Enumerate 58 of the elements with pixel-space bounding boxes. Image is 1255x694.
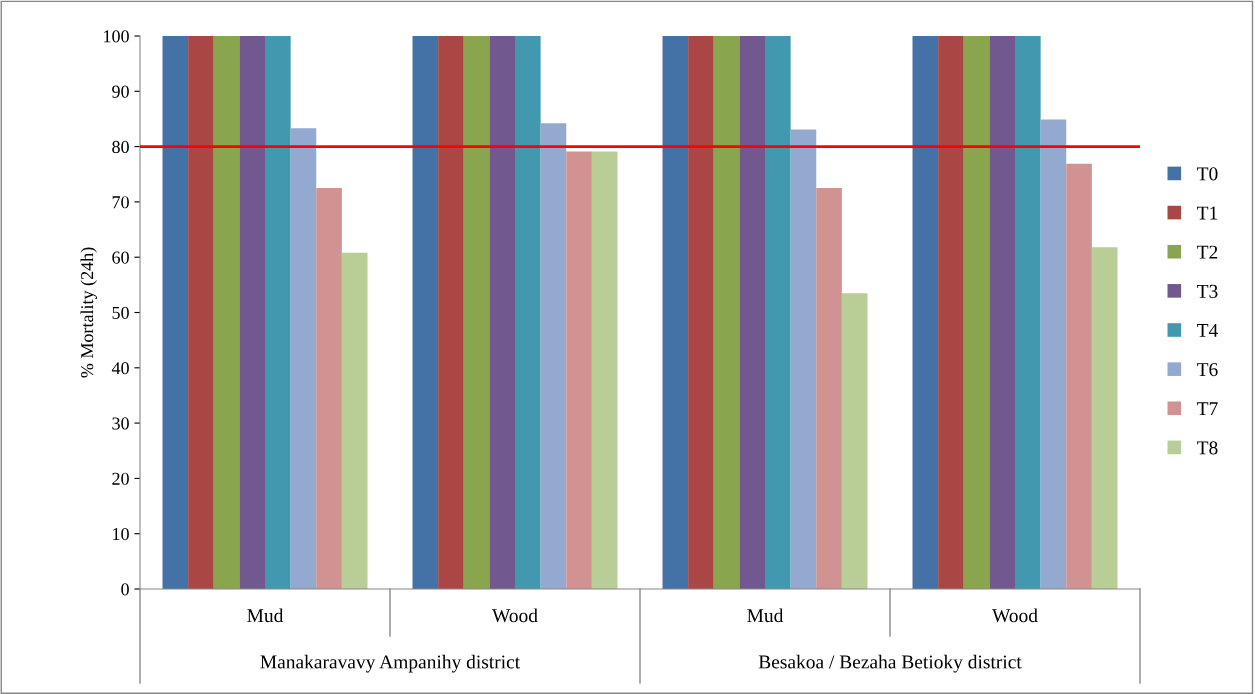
x-tick-label: Mud <box>747 608 784 623</box>
bar <box>213 36 240 589</box>
legend-label: T2 <box>1197 245 1218 259</box>
y-tick-label: 70 <box>112 196 129 209</box>
bar <box>341 252 368 589</box>
y-tick-label: 100 <box>104 30 129 43</box>
y-tick-label: 10 <box>113 527 129 541</box>
bar <box>162 36 189 589</box>
bar <box>912 36 939 589</box>
bar <box>515 36 541 589</box>
bar <box>316 188 342 589</box>
text: Manakaravavy Ampanihy district <box>260 654 521 673</box>
x-tick-label: Mud <box>247 608 284 623</box>
bar <box>1015 36 1041 589</box>
y-tick-label: 30 <box>112 417 129 430</box>
bar <box>463 36 490 589</box>
bar <box>489 36 515 589</box>
legend-label: T3 <box>1197 284 1218 298</box>
bar <box>540 123 567 589</box>
bar <box>188 36 214 589</box>
legend-label: T4 <box>1197 324 1218 337</box>
bar <box>938 36 964 589</box>
bar <box>816 188 842 589</box>
y-tick-label: 20 <box>112 472 129 485</box>
bar <box>290 128 317 589</box>
bar <box>963 36 990 589</box>
y-tick-label: 80 <box>112 140 129 154</box>
legend-label: T1 <box>1197 206 1218 220</box>
bar <box>265 36 291 589</box>
bar <box>591 151 618 589</box>
bar <box>662 36 689 589</box>
bar <box>765 36 791 589</box>
x-tick-label: Wood <box>992 608 1038 623</box>
y-tick-label: 60 <box>112 251 129 264</box>
bar <box>688 36 714 589</box>
bar <box>1066 163 1092 589</box>
bar <box>1091 247 1118 589</box>
y-axis-title: % Mortality (24h) <box>80 247 97 378</box>
y-tick-label: 0 <box>121 583 129 596</box>
bar <box>713 36 740 589</box>
bar <box>412 36 439 589</box>
y-tick-label: 90 <box>112 85 129 98</box>
legend-label: T6 <box>1197 363 1218 377</box>
bar <box>566 151 592 589</box>
legend-label: T7 <box>1197 402 1218 416</box>
bar <box>841 293 868 589</box>
bar <box>790 129 817 589</box>
text: Besakoa / Bezaha Betioky district <box>758 654 1022 673</box>
bar <box>239 36 265 589</box>
legend-label: T8 <box>1197 441 1218 455</box>
legend-label: T0 <box>1197 167 1218 181</box>
bar <box>739 36 765 589</box>
x-tick-label: Wood <box>492 608 538 623</box>
bar <box>989 36 1015 589</box>
bar <box>1040 119 1067 589</box>
bar <box>438 36 464 589</box>
y-tick-label: 40 <box>111 362 129 375</box>
y-tick-label: 50 <box>112 306 129 319</box>
